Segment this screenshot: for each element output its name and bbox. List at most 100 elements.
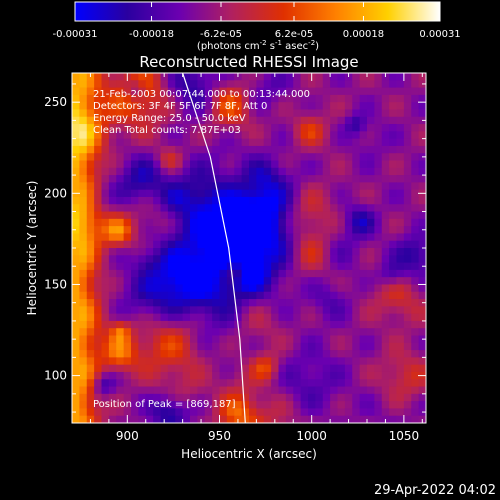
heatmap-cell (190, 335, 198, 344)
heatmap-cell (182, 109, 191, 118)
heatmap-cell (241, 102, 250, 110)
heatmap-cell (145, 160, 154, 169)
heatmap-cell (182, 320, 191, 329)
heatmap-cell (293, 211, 302, 220)
heatmap-cell (234, 102, 243, 110)
heatmap-cell (256, 189, 265, 198)
heatmap-cell (204, 145, 213, 154)
heatmap-cell (389, 167, 397, 176)
heatmap-cell (403, 269, 412, 278)
heatmap-cell (367, 284, 375, 293)
heatmap-cell (167, 269, 176, 278)
heatmap-cell (212, 204, 220, 212)
heatmap-cell (116, 364, 125, 373)
heatmap-cell (123, 284, 132, 293)
heatmap-cell (182, 328, 191, 336)
heatmap-cell (322, 145, 331, 154)
heatmap-cell (315, 102, 324, 110)
heatmap-cell (204, 313, 213, 322)
heatmap-cell (190, 204, 198, 212)
heatmap-cell (271, 313, 279, 322)
heatmap-cell (167, 226, 176, 234)
heatmap-cell (337, 299, 346, 307)
heatmap-cell (241, 306, 250, 315)
heatmap-cell (308, 80, 316, 88)
heatmap-cell (116, 87, 125, 96)
heatmap-cell (322, 124, 331, 132)
heatmap-cell (293, 262, 302, 271)
heatmap-cell (131, 145, 139, 154)
heatmap-cell (94, 109, 102, 118)
heatmap-cell (79, 138, 88, 147)
heatmap-cell (389, 320, 397, 329)
heatmap-cell (396, 379, 405, 387)
heatmap-cell (374, 73, 383, 81)
heatmap-cell (101, 189, 110, 198)
heatmap-cell (308, 226, 316, 234)
heatmap-cell (249, 80, 257, 88)
heatmap-cell (344, 371, 353, 380)
heatmap-cell (86, 124, 95, 132)
heatmap-cell (131, 102, 139, 110)
heatmap-cell (79, 386, 88, 395)
heatmap-cell (219, 167, 228, 176)
heatmap-cell (153, 182, 161, 191)
heatmap-cell (153, 386, 161, 395)
heatmap-cell (374, 116, 383, 125)
heatmap-cell (315, 357, 324, 366)
heatmap-cell (175, 415, 184, 424)
heatmap-cell (256, 255, 265, 263)
heatmap-cell (278, 306, 287, 315)
heatmap-cell (175, 196, 184, 205)
heatmap-cell (256, 393, 265, 402)
heatmap-cell (175, 109, 184, 118)
heatmap-cell (389, 255, 397, 263)
heatmap-cell (204, 415, 213, 424)
heatmap-cell (293, 408, 302, 417)
heatmap-cell (396, 102, 405, 110)
heatmap-cell (94, 211, 102, 220)
heatmap-cell (285, 145, 294, 154)
heatmap-cell (256, 248, 265, 256)
heatmap-cell (352, 218, 361, 227)
heatmap-cell (263, 124, 272, 132)
heatmap-cell (123, 306, 132, 315)
heatmap-cell (234, 145, 243, 154)
heatmap-cell (234, 116, 243, 125)
heatmap-cell (182, 189, 191, 198)
heatmap-cell (101, 167, 110, 176)
heatmap-cell (330, 386, 338, 395)
heatmap-cell (411, 284, 420, 293)
colorbar-tick-label: -0.00031 (53, 29, 98, 40)
heatmap-cell (226, 408, 235, 417)
heatmap-cell (79, 73, 88, 81)
heatmap-cell (145, 306, 154, 315)
heatmap-cell (190, 233, 198, 242)
heatmap-cell (153, 138, 161, 147)
heatmap-cell (197, 131, 206, 140)
heatmap-cell (322, 415, 331, 424)
heatmap-cell (330, 415, 338, 424)
heatmap-cell (418, 94, 427, 103)
heatmap-cell (138, 102, 147, 110)
heatmap-cell (190, 401, 198, 409)
heatmap-cell (197, 80, 206, 88)
heatmap-cell (322, 138, 331, 147)
heatmap-cell (300, 175, 309, 183)
heatmap-cell (145, 415, 154, 424)
heatmap-cell (219, 240, 228, 249)
heatmap-cell (396, 262, 405, 271)
heatmap-cell (263, 73, 272, 81)
heatmap-cell (94, 167, 102, 176)
heatmap-cell (278, 189, 287, 198)
heatmap-cell (182, 211, 191, 220)
heatmap-cell (359, 175, 368, 183)
heatmap-cell (226, 371, 235, 380)
heatmap-cell (153, 124, 161, 132)
heatmap-cell (389, 277, 397, 285)
heatmap-cell (94, 94, 102, 103)
heatmap-cell (219, 313, 228, 322)
heatmap-cell (234, 262, 243, 271)
heatmap-cell (337, 415, 346, 424)
heatmap-cell (182, 175, 191, 183)
